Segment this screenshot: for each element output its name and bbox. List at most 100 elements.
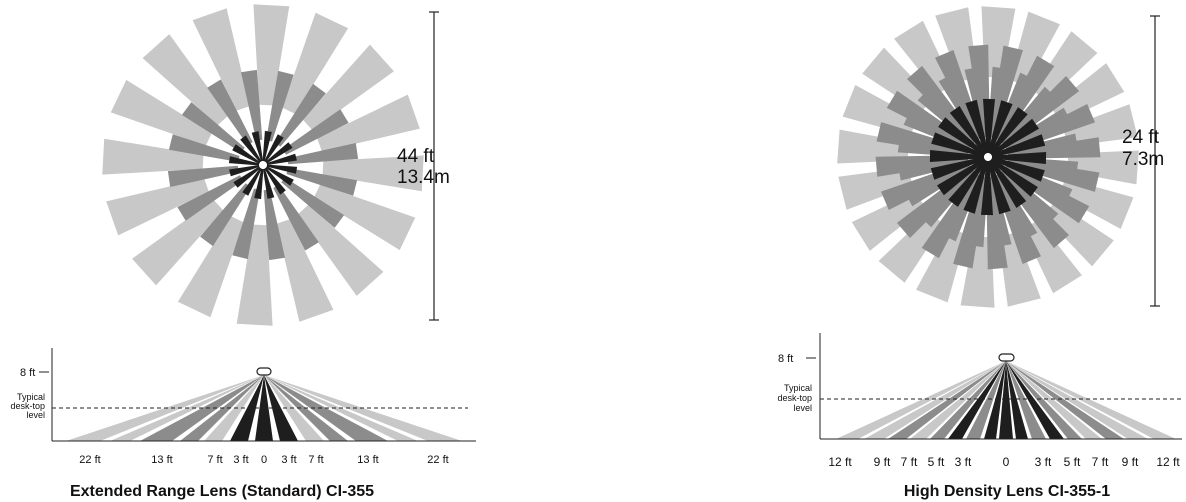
left-desk-label-1: Typical — [17, 392, 45, 402]
left-near-zone — [262, 130, 272, 162]
right-fan-beam — [984, 361, 1006, 439]
left-mid-zone — [181, 102, 245, 153]
right-near-zone — [987, 100, 1013, 154]
right-long-zone — [1063, 104, 1138, 147]
left-mid-zone — [275, 83, 326, 147]
left-long-zone — [302, 44, 394, 131]
right-tick-label: 5 ft — [928, 455, 945, 469]
right-long-zone — [842, 85, 918, 136]
left-tick-label: 7 ft — [308, 454, 323, 466]
left-near-zone — [233, 166, 261, 188]
left-mid-zone — [263, 189, 285, 261]
right-desk-label-2: desk-top — [777, 393, 812, 403]
left-tick-label: 3 ft — [233, 454, 248, 466]
right-mid-zone — [999, 86, 1057, 145]
right-tick-label: 7 ft — [1092, 455, 1109, 469]
right-fan-beam — [999, 361, 1013, 439]
left-long-zone — [106, 178, 209, 236]
left-near-zone — [263, 168, 275, 199]
left-near-zone — [229, 165, 260, 177]
left-mid-zone — [281, 177, 345, 228]
left-near-zone — [232, 144, 261, 164]
right-fan-beam — [1006, 361, 1102, 439]
right-mid-zone — [987, 66, 1009, 138]
right-long-zone — [935, 7, 978, 82]
right-near-zone — [929, 150, 984, 162]
right-fan-beam — [864, 361, 1006, 439]
right-near-zone — [948, 159, 987, 207]
left-long-zone — [314, 184, 416, 251]
right-long-zone — [1043, 201, 1114, 267]
right-near-zone — [991, 156, 1045, 182]
left-tick-label: 13 ft — [151, 454, 172, 466]
left-mid-zone — [167, 165, 239, 187]
right-long-zone — [862, 47, 933, 113]
left-mid-zone — [286, 168, 358, 196]
right-mid-zone — [994, 72, 1035, 141]
left-mid-zone — [266, 70, 294, 142]
right-height-label: 8 ft — [778, 353, 793, 365]
right-mid-zone — [919, 169, 977, 228]
right-near-zone — [990, 118, 1039, 156]
right-near-zone — [949, 106, 987, 155]
right-mid-zone — [1000, 168, 1059, 226]
right-fan-beam — [930, 361, 1006, 439]
left-tick-label: 22 ft — [427, 454, 448, 466]
left-long-zone — [322, 155, 424, 192]
right-long-zone — [878, 212, 944, 283]
left-mid-zone — [287, 143, 359, 165]
right-diagram: 24 ft 7.3m 8 ft Typical desk-top level 1… — [777, 6, 1182, 500]
right-long-zone — [837, 129, 909, 164]
right-tick-label: 9 ft — [874, 455, 891, 469]
right-desk-label-3: level — [793, 403, 812, 413]
right-fan-beam — [1006, 361, 1176, 439]
left-desk-label-3: level — [26, 410, 45, 420]
left-fan-beam — [230, 375, 264, 441]
right-range-m: 7.3m — [1122, 149, 1164, 170]
right-near-zone — [987, 160, 1011, 215]
left-mid-zone — [232, 188, 260, 260]
left-height-label: 8 ft — [20, 367, 35, 379]
left-near-zone — [266, 164, 298, 174]
right-fan-beam — [910, 361, 1006, 439]
left-desk-label-2: desk-top — [10, 401, 45, 411]
right-mid-zone — [1007, 156, 1079, 178]
left-range-m: 13.4m — [397, 167, 450, 188]
left-long-zone — [177, 216, 244, 318]
right-mid-zone — [903, 110, 972, 151]
right-mid-zone — [967, 176, 989, 248]
right-range-dimension: 24 ft 7.3m — [1122, 15, 1164, 307]
right-fan-beam — [836, 361, 1006, 439]
right-long-zone — [894, 20, 954, 94]
left-long-zone — [297, 204, 384, 296]
right-near-zone — [991, 134, 1046, 158]
left-near-zone — [240, 135, 262, 163]
right-long-zone — [1009, 11, 1060, 87]
left-tick-label: 7 ft — [207, 454, 222, 466]
left-long-zone — [317, 94, 420, 152]
left-tick-label: 3 ft — [281, 454, 296, 466]
left-fan-beam — [264, 375, 298, 441]
right-near-zone — [930, 156, 985, 180]
right-near-zone — [931, 132, 985, 158]
right-fan-beam — [1006, 361, 1148, 439]
left-long-zone — [253, 4, 290, 106]
left-mid-zone — [241, 69, 263, 141]
right-range-ft: 24 ft — [1122, 127, 1160, 148]
left-long-zone — [276, 219, 334, 322]
right-long-zone — [998, 232, 1041, 307]
right-near-zone — [965, 99, 989, 154]
right-fan-beam — [1006, 361, 1046, 439]
right-fan-beam — [966, 361, 1006, 439]
left-tick-label: 13 ft — [357, 454, 378, 466]
right-sensor-icon — [998, 353, 1015, 362]
right-long-zone — [960, 236, 995, 308]
left-tick-label: 0 — [261, 454, 267, 466]
right-mid-zone — [917, 88, 976, 146]
right-near-zone — [981, 161, 993, 216]
left-range-ft: 44 ft — [397, 146, 435, 167]
right-tick-label: 12 ft — [1156, 455, 1180, 469]
right-caption: High Density Lens CI-355-1 — [904, 483, 1110, 500]
left-long-zone — [142, 34, 229, 126]
right-fan-beam — [1006, 361, 1124, 439]
